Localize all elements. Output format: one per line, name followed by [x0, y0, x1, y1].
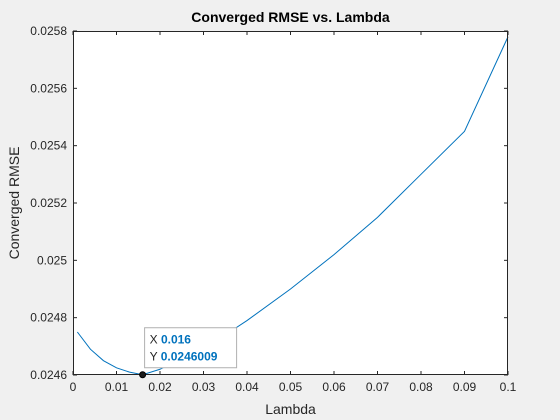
x-tick-label: 0.06 — [322, 380, 346, 394]
datatip-y-row: Y 0.0246009 — [150, 350, 218, 364]
datatip-y-label: Y — [150, 350, 161, 364]
datatip-marker[interactable] — [139, 371, 147, 379]
y-axis-label: Converged RMSE — [6, 147, 22, 260]
chart-title: Converged RMSE vs. Lambda — [191, 9, 390, 25]
x-tick-label: 0.02 — [148, 380, 172, 394]
ticks-layer: 0 0.01 0.02 0.03 0.04 0.05 0.06 0.07 0.08 0.09 0.1… — [30, 24, 516, 394]
x-tick-label: 0.08 — [409, 380, 433, 394]
x-tick-label: 0.07 — [366, 380, 390, 394]
x-axis-label: Lambda — [265, 401, 316, 417]
datatip-x-row: X 0.016 — [150, 333, 192, 347]
x-tick-label: 0.05 — [279, 380, 303, 394]
y-tick-label: 0.0256 — [30, 81, 67, 95]
x-tick-label: 0.03 — [192, 380, 216, 394]
y-tick-label: 0.0252 — [30, 196, 67, 210]
x-tick-label: 0.09 — [453, 380, 477, 394]
axes-area[interactable] — [73, 31, 508, 375]
x-tick-label: 0.04 — [235, 380, 259, 394]
y-tick-label: 0.0248 — [30, 311, 67, 325]
y-tick-label: 0.025 — [37, 253, 67, 267]
datatip-x-value: 0.016 — [161, 333, 191, 347]
y-tick-label: 0.0258 — [30, 24, 67, 38]
x-tick-label: 0.01 — [105, 380, 129, 394]
x-tick-label: 0.1 — [500, 380, 517, 394]
datatip-box — [144, 327, 238, 369]
datatip-x-label: X — [150, 333, 161, 347]
y-tick-label: 0.0246 — [30, 368, 67, 382]
datatip-y-value: 0.0246009 — [161, 350, 218, 364]
y-tick-label: 0.0254 — [30, 139, 67, 153]
x-tick-label: 0 — [70, 380, 77, 394]
